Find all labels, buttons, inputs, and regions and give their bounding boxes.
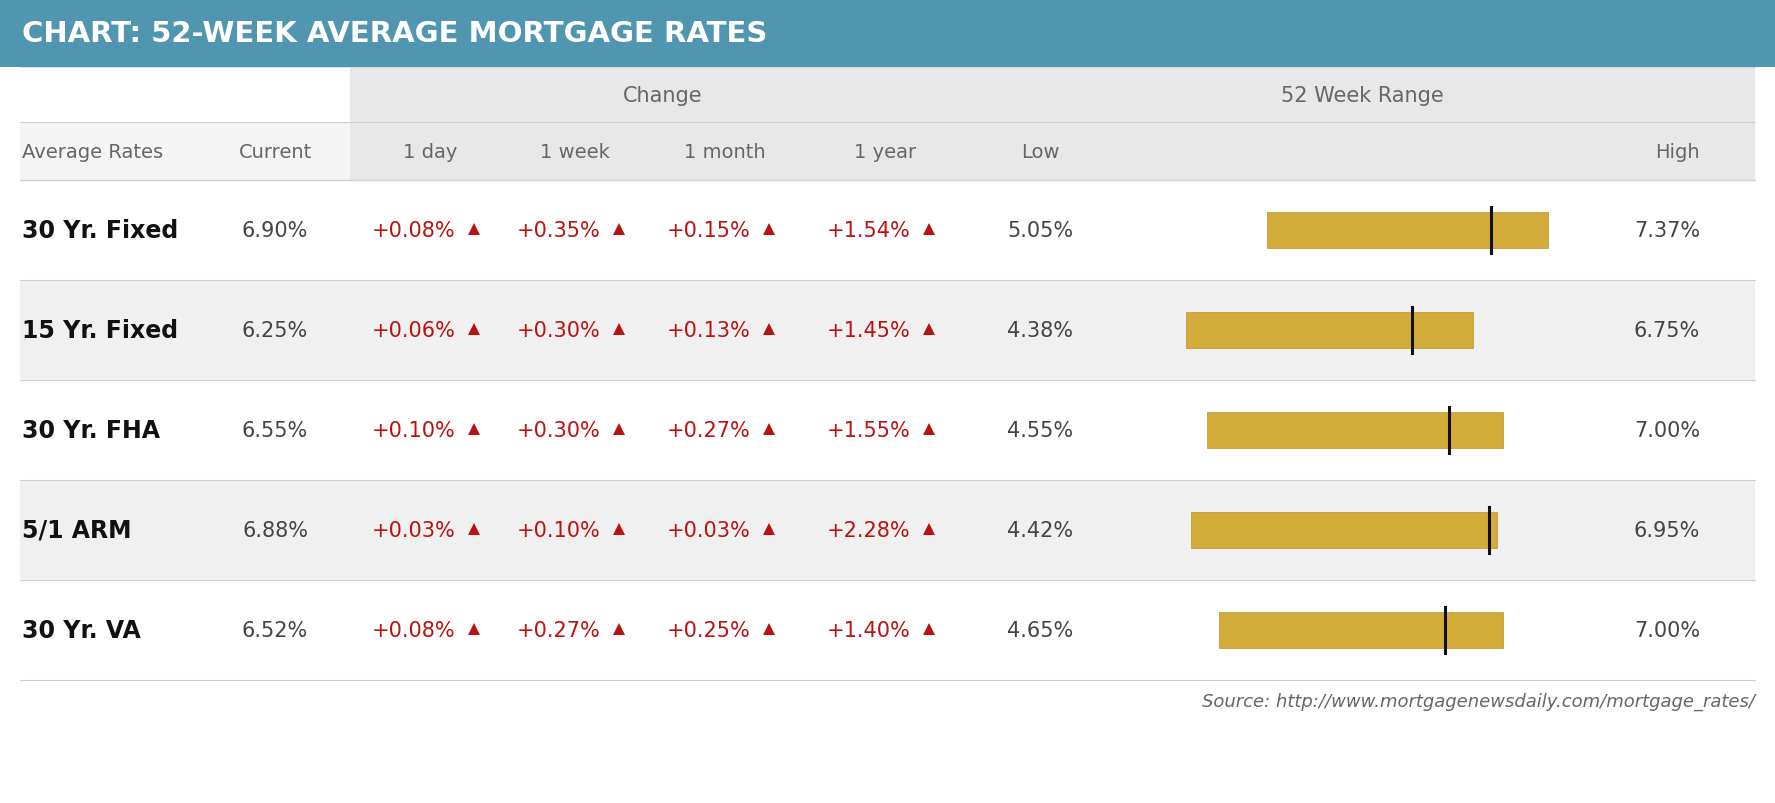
Text: Current: Current — [238, 142, 312, 161]
Text: 52 Week Range: 52 Week Range — [1282, 85, 1443, 105]
Text: +0.25%: +0.25% — [667, 620, 751, 640]
Bar — [350, 123, 974, 181]
Text: +1.55%: +1.55% — [827, 421, 911, 441]
Text: 1 week: 1 week — [540, 142, 611, 161]
Text: +2.28%: +2.28% — [827, 520, 911, 540]
Text: 5/1 ARM: 5/1 ARM — [21, 519, 131, 542]
Bar — [1186, 312, 1473, 349]
Text: 15 Yr. Fixed: 15 Yr. Fixed — [21, 319, 178, 343]
Text: +0.08%: +0.08% — [373, 221, 456, 241]
Text: CHART: 52-WEEK AVERAGE MORTGAGE RATES: CHART: 52-WEEK AVERAGE MORTGAGE RATES — [21, 20, 767, 48]
Bar — [350, 68, 974, 123]
Text: 5.05%: 5.05% — [1006, 221, 1074, 241]
Bar — [969, 68, 1755, 123]
Text: 4.38%: 4.38% — [1006, 320, 1074, 340]
Text: 30 Yr. VA: 30 Yr. VA — [21, 618, 140, 642]
Bar — [969, 123, 1755, 181]
Text: 6.75%: 6.75% — [1633, 320, 1700, 340]
Text: Source: http://www.mortgagenewsdaily.com/mortgage_rates/: Source: http://www.mortgagenewsdaily.com… — [1202, 692, 1755, 711]
Text: 30 Yr. Fixed: 30 Yr. Fixed — [21, 218, 178, 243]
Bar — [0, 0, 1775, 68]
Bar — [20, 581, 1755, 680]
Text: High: High — [1656, 142, 1700, 161]
Text: 30 Yr. FHA: 30 Yr. FHA — [21, 418, 160, 442]
Text: +0.35%: +0.35% — [517, 221, 602, 241]
Text: 4.55%: 4.55% — [1006, 421, 1074, 441]
Bar — [20, 123, 1755, 181]
Text: 1 year: 1 year — [854, 142, 916, 161]
Text: +0.13%: +0.13% — [667, 320, 751, 340]
Bar — [1191, 512, 1496, 548]
Text: Low: Low — [1021, 142, 1060, 161]
Bar — [20, 181, 1755, 281]
Text: +1.45%: +1.45% — [827, 320, 911, 340]
Text: 6.52%: 6.52% — [241, 620, 309, 640]
Text: 1 day: 1 day — [403, 142, 458, 161]
Bar — [1207, 413, 1503, 448]
Text: Average Rates: Average Rates — [21, 142, 163, 161]
Text: +0.10%: +0.10% — [517, 520, 602, 540]
Bar — [20, 381, 1755, 480]
Text: 6.95%: 6.95% — [1633, 520, 1700, 540]
Text: 6.90%: 6.90% — [241, 221, 309, 241]
Text: 4.42%: 4.42% — [1006, 520, 1074, 540]
Text: +0.15%: +0.15% — [667, 221, 751, 241]
Text: +0.27%: +0.27% — [517, 620, 602, 640]
Text: +0.27%: +0.27% — [667, 421, 751, 441]
Text: 6.55%: 6.55% — [241, 421, 309, 441]
Text: +0.08%: +0.08% — [373, 620, 456, 640]
Text: 4.65%: 4.65% — [1006, 620, 1074, 640]
Bar — [20, 281, 1755, 381]
Text: +1.40%: +1.40% — [827, 620, 911, 640]
Text: +0.03%: +0.03% — [667, 520, 751, 540]
Text: +0.30%: +0.30% — [517, 421, 602, 441]
Bar — [1267, 213, 1548, 249]
Text: +1.54%: +1.54% — [827, 221, 911, 241]
Text: +0.30%: +0.30% — [517, 320, 602, 340]
Text: 6.25%: 6.25% — [241, 320, 309, 340]
Bar — [20, 480, 1755, 581]
Text: +0.06%: +0.06% — [373, 320, 456, 340]
Text: 7.37%: 7.37% — [1633, 221, 1700, 241]
Text: 7.00%: 7.00% — [1633, 421, 1700, 441]
Text: +0.03%: +0.03% — [373, 520, 456, 540]
Text: 1 month: 1 month — [683, 142, 765, 161]
Text: 6.88%: 6.88% — [241, 520, 309, 540]
Bar — [1219, 612, 1503, 648]
Text: +0.10%: +0.10% — [373, 421, 456, 441]
Text: 7.00%: 7.00% — [1633, 620, 1700, 640]
Text: Change: Change — [623, 85, 703, 105]
Bar — [20, 68, 1755, 123]
